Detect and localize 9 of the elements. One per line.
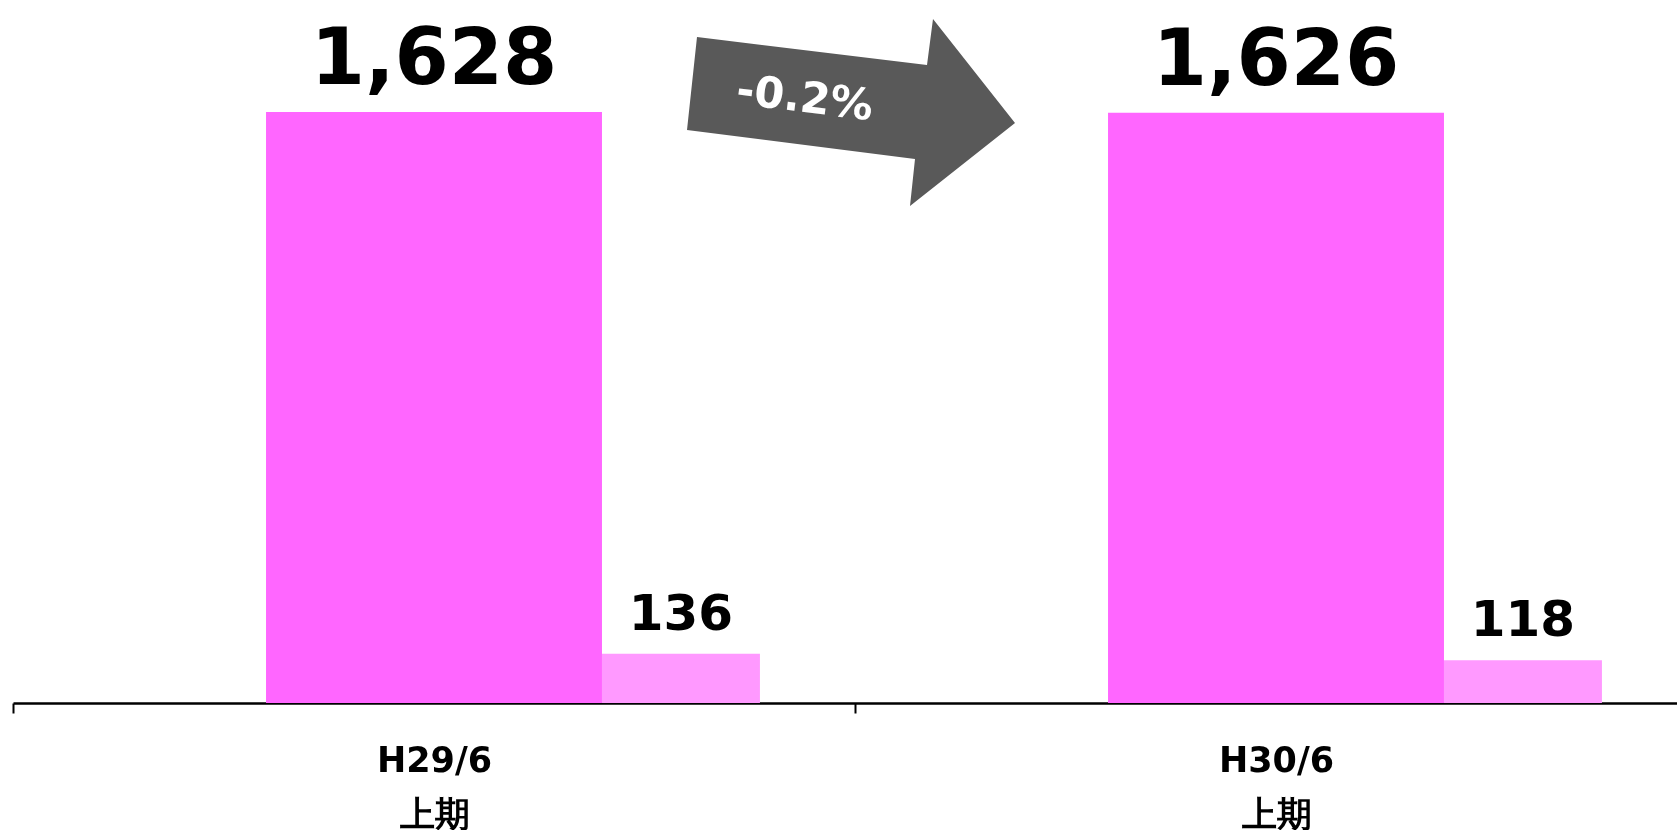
bar	[1108, 112, 1444, 703]
annotation: -0.2%	[733, 63, 877, 131]
data-label: 1,628	[310, 12, 558, 102]
data-label: 118	[1470, 590, 1576, 649]
data-label: 1,626	[1152, 12, 1400, 103]
bar	[1443, 660, 1602, 703]
bar	[601, 653, 760, 703]
bar	[266, 112, 602, 703]
data-label: 136	[628, 583, 734, 642]
